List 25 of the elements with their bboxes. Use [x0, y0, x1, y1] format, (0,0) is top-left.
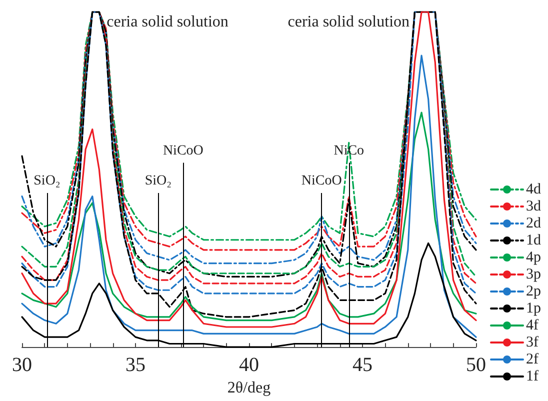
- x-tick-label: 50: [466, 354, 486, 376]
- legend-label: 2d: [526, 216, 542, 232]
- ref-line-label: NiCoO: [162, 143, 204, 158]
- x-tick-label: 40: [239, 354, 259, 376]
- x-axis-title: 2θ/deg: [227, 380, 271, 396]
- legend-label: 4p: [526, 250, 541, 266]
- x-tick-label: 45: [352, 354, 372, 376]
- legend-label: 2f: [526, 352, 538, 368]
- legend-label: 3f: [526, 334, 538, 350]
- annotation: ceria solid solution: [288, 14, 410, 30]
- legend-label: 1p: [526, 300, 541, 316]
- x-tick-label: 30: [12, 354, 32, 376]
- legend-label: 1d: [526, 232, 542, 248]
- legend-label: 3p: [526, 266, 541, 282]
- ref-line-label: NiCo: [334, 143, 364, 158]
- annotation: ceria solid solution: [106, 14, 228, 30]
- legend-label: 4d: [526, 182, 542, 198]
- legend-label: 1f: [526, 368, 538, 384]
- x-tick-label: 35: [126, 354, 146, 376]
- ref-line-label: SiO₂: [34, 173, 60, 188]
- legend-label: 2p: [526, 284, 541, 300]
- legend-label: 3d: [526, 198, 542, 214]
- legend-label: 4f: [526, 318, 538, 334]
- ref-line-label: NiCoO: [301, 173, 342, 188]
- ref-line-label: SiO₂: [144, 173, 172, 188]
